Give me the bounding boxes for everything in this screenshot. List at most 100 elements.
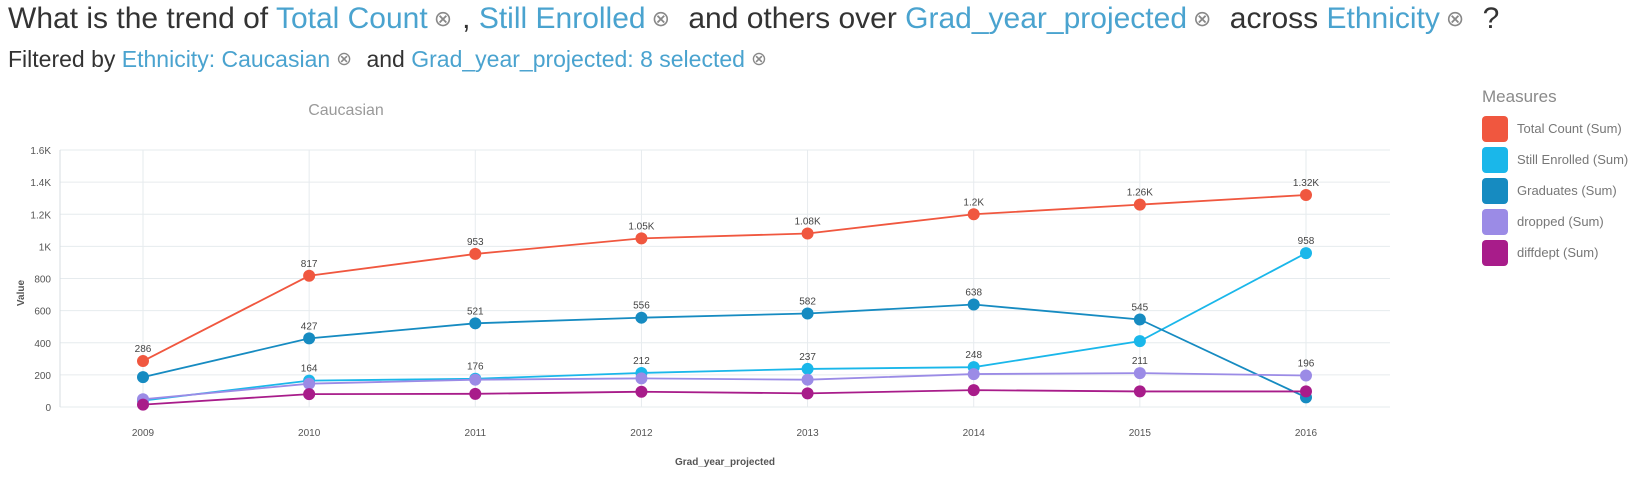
- series-lines: [142, 194, 1307, 406]
- y-tick-label: 0: [45, 403, 51, 414]
- question-prefix: What is the trend of: [8, 2, 269, 35]
- data-point: [469, 387, 482, 400]
- data-label: 212: [633, 356, 650, 367]
- series-line: [142, 372, 1307, 401]
- legend-item-diffdept[interactable]: diffdept (Sum): [1482, 237, 1651, 268]
- data-point: [1133, 385, 1146, 398]
- legend-swatch: [1482, 239, 1508, 266]
- data-label: 556: [633, 301, 650, 312]
- legend-swatch: [1482, 208, 1508, 235]
- data-label: 953: [467, 237, 484, 248]
- data-point: [967, 208, 980, 221]
- breakdown-token[interactable]: Ethnicity: [1326, 2, 1440, 35]
- data-point: [303, 269, 316, 282]
- legend-item-still-enrolled[interactable]: Still Enrolled (Sum): [1482, 144, 1651, 175]
- data-label: 1.32K: [1293, 178, 1319, 189]
- x-tick-label: 2015: [1129, 428, 1152, 439]
- measure-token-still-enrolled[interactable]: Still Enrolled: [478, 2, 646, 35]
- x-tick-label: 2010: [298, 428, 321, 439]
- legend-item-graduates[interactable]: Graduates (Sum): [1482, 175, 1651, 206]
- data-label: 164: [301, 364, 318, 375]
- y-tick-label: 200: [34, 371, 51, 382]
- data-point: [137, 355, 149, 368]
- question-comma: ,: [462, 2, 471, 35]
- filter-bar: Filtered by Ethnicity: Caucasian ⊗ and Gr…: [8, 46, 775, 73]
- x-tick-label: 2016: [1295, 428, 1318, 439]
- data-point: [801, 362, 814, 375]
- x-tick-label: 2013: [796, 428, 819, 439]
- y-tick-label: 800: [34, 275, 51, 286]
- y-tick-label: 400: [34, 339, 51, 350]
- filter-prefix: Filtered by: [8, 46, 116, 72]
- filter-and: and: [366, 46, 405, 72]
- data-label: 1.2K: [963, 197, 984, 208]
- data-point: [635, 232, 648, 245]
- legend-label: diffdept (Sum): [1517, 245, 1599, 260]
- data-point: [1133, 335, 1146, 348]
- filter-token-ethnicity[interactable]: Ethnicity: Caucasian: [121, 46, 331, 72]
- legend-item-total-count[interactable]: Total Count (Sum): [1482, 113, 1651, 144]
- data-point: [967, 298, 980, 311]
- chart-title: Caucasian: [308, 102, 384, 119]
- data-point: [1133, 367, 1146, 380]
- close-circle-icon[interactable]: ⊗: [336, 49, 353, 70]
- dimension-token[interactable]: Grad_year_projected: [905, 2, 1188, 35]
- close-circle-icon[interactable]: ⊗: [750, 49, 767, 70]
- question-mark: ?: [1482, 2, 1500, 35]
- legend-label: Total Count (Sum): [1517, 121, 1622, 136]
- y-axis-label: Value: [16, 280, 27, 307]
- data-point: [801, 307, 814, 320]
- x-axis-label: Grad_year_projected: [675, 457, 775, 468]
- data-point: [303, 332, 316, 345]
- data-label: 1.08K: [795, 217, 821, 228]
- data-point: [967, 368, 980, 381]
- close-circle-icon[interactable]: ⊗: [651, 6, 671, 31]
- series-line: [142, 194, 1307, 362]
- data-label: 427: [301, 321, 318, 332]
- legend-item-dropped[interactable]: dropped (Sum): [1482, 206, 1651, 237]
- chart-grid: [59, 149, 1390, 408]
- data-point: [469, 373, 482, 386]
- data-point: [1300, 188, 1312, 201]
- data-point: [137, 398, 149, 411]
- legend-swatch: [1482, 177, 1508, 204]
- measure-token-total-count[interactable]: Total Count: [275, 2, 428, 35]
- x-axis-ticks: 2009 2010 2011 2012 2013 2014 2015 2016: [132, 428, 1318, 439]
- filter-token-grad-year[interactable]: Grad_year_projected: 8 selected: [411, 46, 745, 72]
- data-label: 237: [799, 352, 816, 363]
- legend-label: Graduates (Sum): [1517, 183, 1617, 198]
- data-label: 582: [799, 297, 816, 308]
- y-tick-label: 1.4K: [30, 178, 51, 189]
- close-circle-icon[interactable]: ⊗: [1193, 6, 1212, 31]
- close-circle-icon[interactable]: ⊗: [433, 6, 453, 31]
- data-point: [469, 247, 482, 260]
- data-point: [801, 387, 814, 400]
- data-label: 638: [965, 288, 982, 299]
- series-line: [142, 389, 1306, 406]
- legend-title: Measures: [1482, 87, 1557, 106]
- line-chart: 2009 2010 2011 2012 2013 2014 2015 2016 0 200 400…: [16, 102, 1390, 468]
- y-tick-label: 1K: [39, 242, 52, 253]
- series-points: [137, 188, 1312, 411]
- close-circle-icon[interactable]: ⊗: [1445, 6, 1465, 31]
- data-point: [801, 227, 814, 240]
- data-point: [303, 377, 316, 390]
- data-point: [1300, 369, 1312, 382]
- y-tick-label: 1.6K: [30, 146, 51, 157]
- data-label: 286: [135, 344, 152, 355]
- question-text-across: across: [1229, 2, 1319, 35]
- legend-swatch: [1482, 146, 1508, 173]
- data-label: 1.05K: [628, 221, 654, 232]
- data-point: [137, 371, 149, 384]
- question-text-others: and others over: [688, 2, 897, 35]
- y-axis-ticks: 0 200 400 600 800 1K 1.2K 1.4K 1.6K: [30, 146, 51, 414]
- data-label: 211: [1132, 356, 1148, 367]
- question-bar: What is the trend of Total Count ⊗, Still…: [8, 2, 1499, 36]
- data-label: 248: [965, 350, 982, 361]
- data-label: 545: [1132, 302, 1149, 313]
- legend-label: dropped (Sum): [1517, 214, 1604, 229]
- x-tick-label: 2009: [132, 428, 155, 439]
- data-label: 176: [467, 362, 484, 373]
- data-point: [967, 384, 980, 397]
- x-tick-label: 2012: [630, 428, 653, 439]
